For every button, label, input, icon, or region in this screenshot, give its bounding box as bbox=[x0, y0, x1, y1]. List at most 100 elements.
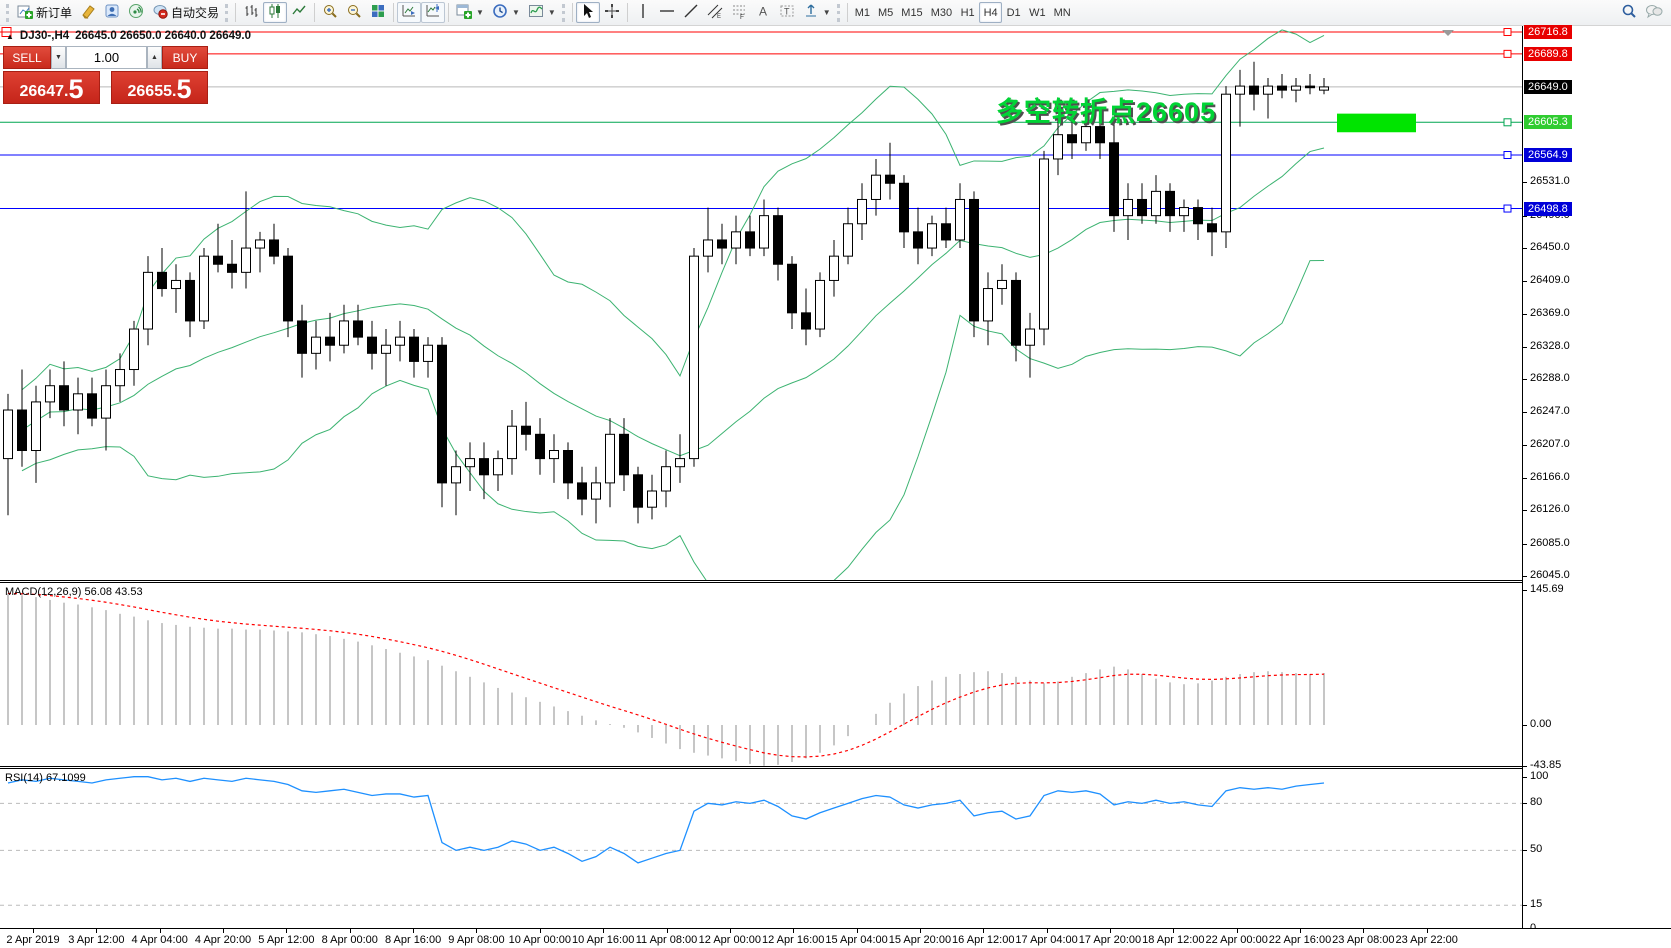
collapse-arrow-icon[interactable]: ▲ bbox=[6, 31, 14, 41]
bearish-candle[interactable] bbox=[773, 215, 783, 265]
new-order-button[interactable]: 新订单 bbox=[13, 2, 76, 23]
bearish-candle[interactable] bbox=[59, 385, 69, 411]
search-button[interactable] bbox=[1617, 2, 1641, 23]
zoom-out-button[interactable] bbox=[342, 2, 366, 23]
text-label-tool[interactable]: T bbox=[775, 2, 799, 23]
autotrading-button[interactable]: 自动交易 bbox=[148, 2, 223, 23]
timeframe-m15[interactable]: M15 bbox=[901, 6, 923, 19]
bullish-candle[interactable] bbox=[983, 288, 993, 322]
text-tool[interactable]: A bbox=[751, 2, 775, 23]
bearish-candle[interactable] bbox=[535, 433, 545, 460]
bearish-candle[interactable] bbox=[1193, 207, 1203, 225]
bearish-candle[interactable] bbox=[787, 263, 797, 314]
bullish-candle[interactable] bbox=[591, 482, 601, 500]
bullish-candle[interactable] bbox=[115, 369, 125, 387]
cursor-tool-button[interactable] bbox=[575, 2, 600, 23]
crosshair-tool-button[interactable] bbox=[600, 2, 624, 23]
main-chart-pane[interactable]: ▲ DJ30-,H4 26645.0 26650.0 26640.0 26649… bbox=[0, 26, 1522, 580]
buy-button[interactable]: BUY bbox=[162, 46, 208, 69]
bullish-candle[interactable] bbox=[647, 490, 657, 508]
rsi-pane[interactable]: RSI(14) 67.1099 bbox=[0, 769, 1522, 928]
pane-separator[interactable] bbox=[0, 766, 1522, 769]
timeframe-d1[interactable]: D1 bbox=[1006, 6, 1021, 19]
sell-button[interactable]: SELL bbox=[3, 46, 51, 69]
bullish-candle[interactable] bbox=[1291, 85, 1301, 91]
bullish-candle[interactable] bbox=[493, 458, 503, 476]
bearish-candle[interactable] bbox=[227, 263, 237, 273]
candlestick-chart-button[interactable] bbox=[263, 2, 288, 23]
bullish-candle[interactable] bbox=[689, 255, 699, 460]
bearish-candle[interactable] bbox=[577, 482, 587, 500]
bullish-candle[interactable] bbox=[3, 409, 13, 460]
bullish-candle[interactable] bbox=[171, 279, 181, 290]
metaeditor-button[interactable] bbox=[76, 2, 100, 23]
bullish-candle[interactable] bbox=[927, 223, 937, 249]
indicators-dropdown[interactable]: ▼ bbox=[524, 2, 560, 23]
bullish-candle[interactable] bbox=[1221, 93, 1231, 233]
line-handle[interactable] bbox=[1503, 28, 1512, 36]
bearish-candle[interactable] bbox=[353, 320, 363, 338]
price-axis[interactable]: 26531.026490.026450.026409.026369.026328… bbox=[1522, 25, 1671, 934]
volume-input[interactable]: 1.00 bbox=[66, 46, 147, 69]
bearish-candle[interactable] bbox=[269, 239, 279, 257]
bullish-candle[interactable] bbox=[1081, 126, 1091, 144]
bearish-candle[interactable] bbox=[1207, 223, 1217, 233]
signal-button[interactable] bbox=[124, 2, 148, 23]
bullish-candle[interactable] bbox=[1053, 134, 1063, 160]
bullish-candle[interactable] bbox=[871, 174, 881, 200]
bearish-candle[interactable] bbox=[745, 231, 755, 249]
bearish-candle[interactable] bbox=[1095, 126, 1105, 144]
bearish-candle[interactable] bbox=[479, 458, 489, 476]
bearish-candle[interactable] bbox=[885, 174, 895, 184]
channel-tool[interactable]: E bbox=[703, 2, 727, 23]
bearish-candle[interactable] bbox=[325, 336, 335, 346]
line-handle[interactable] bbox=[1503, 204, 1512, 213]
volume-up-button[interactable]: ▲ bbox=[147, 46, 162, 69]
macd-pane[interactable]: MACD(12,26,9) 56.08 43.53 bbox=[0, 583, 1522, 766]
buy-price-box[interactable]: 26655. 5 bbox=[111, 71, 208, 104]
bearish-candle[interactable] bbox=[899, 182, 909, 233]
bearish-candle[interactable] bbox=[563, 450, 573, 484]
trendline-tool[interactable] bbox=[679, 2, 703, 23]
bearish-candle[interactable] bbox=[1109, 142, 1119, 217]
bullish-candle[interactable] bbox=[423, 344, 433, 362]
bearish-candle[interactable] bbox=[913, 231, 923, 249]
line-handle[interactable] bbox=[1503, 151, 1512, 160]
bullish-candle[interactable] bbox=[101, 385, 111, 419]
bullish-candle[interactable] bbox=[129, 328, 139, 371]
bullish-candle[interactable] bbox=[1235, 85, 1245, 95]
bearish-candle[interactable] bbox=[1165, 190, 1175, 217]
bullish-candle[interactable] bbox=[759, 215, 769, 249]
bullish-candle[interactable] bbox=[703, 239, 713, 257]
bearish-candle[interactable] bbox=[521, 425, 531, 435]
new-chart-dropdown[interactable]: ▼ bbox=[452, 2, 488, 23]
bullish-candle[interactable] bbox=[549, 450, 559, 460]
bearish-candle[interactable] bbox=[1305, 85, 1315, 89]
bullish-candle[interactable] bbox=[955, 198, 965, 241]
bearish-candle[interactable] bbox=[17, 409, 27, 452]
bullish-candle[interactable] bbox=[395, 336, 405, 346]
line-chart-button[interactable] bbox=[287, 2, 311, 23]
timeframe-h4[interactable]: H4 bbox=[979, 2, 1003, 23]
bearish-candle[interactable] bbox=[409, 336, 419, 362]
bearish-candle[interactable] bbox=[213, 255, 223, 265]
bullish-candle[interactable] bbox=[815, 279, 825, 330]
bearish-candle[interactable] bbox=[941, 223, 951, 241]
bearish-candle[interactable] bbox=[87, 393, 97, 419]
bullish-candle[interactable] bbox=[843, 223, 853, 257]
bearish-candle[interactable] bbox=[1137, 198, 1147, 217]
line-handle[interactable] bbox=[1, 27, 12, 37]
bullish-candle[interactable] bbox=[381, 344, 391, 354]
pane-separator[interactable] bbox=[0, 580, 1522, 583]
bollinger-lower-band[interactable] bbox=[21, 259, 1325, 580]
bullish-candle[interactable] bbox=[1123, 198, 1133, 217]
bullish-candle[interactable] bbox=[255, 239, 265, 249]
tile-windows-button[interactable] bbox=[366, 2, 390, 23]
sell-price-box[interactable]: 26647. 5 bbox=[3, 71, 100, 104]
bullish-candle[interactable] bbox=[997, 279, 1007, 290]
bullish-candle[interactable] bbox=[507, 425, 517, 460]
bullish-candle[interactable] bbox=[661, 466, 671, 492]
bullish-candle[interactable] bbox=[311, 336, 321, 354]
zoom-in-button[interactable] bbox=[318, 2, 342, 23]
bearish-candle[interactable] bbox=[1011, 279, 1021, 346]
